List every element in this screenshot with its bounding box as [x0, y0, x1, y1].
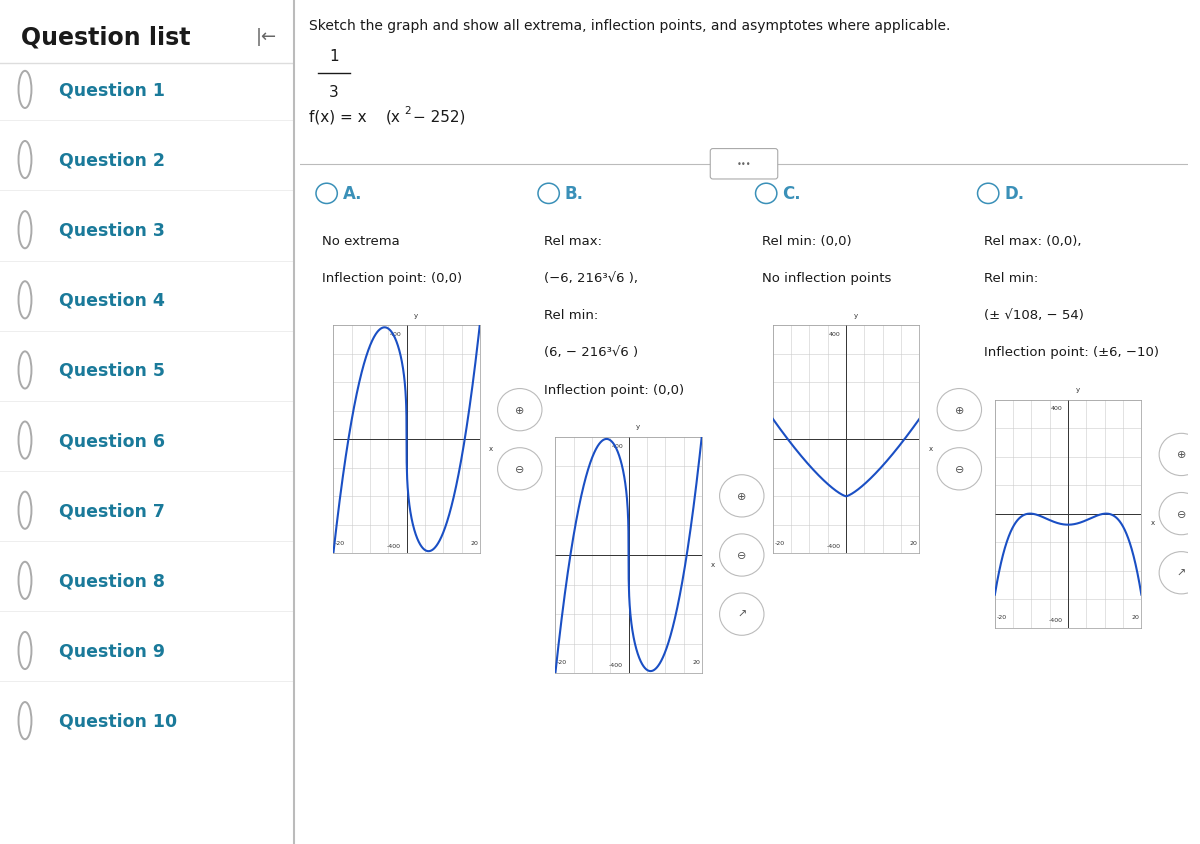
Text: -20: -20	[557, 660, 568, 665]
Text: A.: A.	[343, 185, 362, 203]
Circle shape	[1159, 434, 1200, 476]
Text: ⊕: ⊕	[737, 491, 746, 501]
Text: Rel min: (0,0): Rel min: (0,0)	[762, 235, 851, 247]
Circle shape	[498, 389, 542, 431]
Text: •••: •••	[737, 160, 751, 169]
Text: D.: D.	[1004, 185, 1025, 203]
Text: Question 7: Question 7	[59, 501, 164, 520]
Text: Question 10: Question 10	[59, 711, 176, 730]
Text: 20: 20	[692, 660, 700, 665]
Text: |←: |←	[256, 28, 277, 46]
Text: 400: 400	[389, 332, 401, 337]
Text: Sketch the graph and show all extrema, inflection points, and asymptotes where a: Sketch the graph and show all extrema, i…	[308, 19, 950, 33]
Text: -400: -400	[388, 543, 401, 548]
Text: -400: -400	[1049, 617, 1063, 622]
Text: Rel max: (0,0),: Rel max: (0,0),	[984, 235, 1081, 247]
Text: -20: -20	[335, 540, 346, 545]
Text: Rel min:: Rel min:	[984, 272, 1038, 284]
Text: − 252): − 252)	[413, 109, 466, 124]
Text: y: y	[1075, 387, 1080, 393]
Text: Question 4: Question 4	[59, 291, 164, 310]
Text: x: x	[1151, 520, 1154, 526]
Text: 3: 3	[329, 84, 338, 100]
Text: 400: 400	[829, 332, 841, 337]
Text: (± √108, − 54): (± √108, − 54)	[984, 309, 1084, 322]
Text: ⊖: ⊖	[737, 550, 746, 560]
Text: -20: -20	[997, 614, 1007, 619]
Circle shape	[720, 534, 764, 576]
Text: Question 9: Question 9	[59, 641, 164, 660]
Text: ⊕: ⊕	[515, 405, 524, 415]
Text: y: y	[414, 312, 418, 319]
Text: (6, − 216³√6 ): (6, − 216³√6 )	[545, 346, 638, 359]
Text: (x: (x	[386, 109, 401, 124]
Circle shape	[1159, 493, 1200, 535]
Text: Inflection point: (0,0): Inflection point: (0,0)	[545, 383, 684, 396]
Text: Rel min:: Rel min:	[545, 309, 599, 322]
Text: Question 1: Question 1	[59, 81, 164, 100]
Circle shape	[720, 593, 764, 636]
Text: C.: C.	[782, 185, 800, 203]
Text: -400: -400	[827, 543, 841, 548]
Text: x: x	[929, 446, 932, 452]
Text: B.: B.	[565, 185, 583, 203]
Text: 20: 20	[910, 540, 918, 545]
Circle shape	[1159, 552, 1200, 594]
Text: 400: 400	[1051, 406, 1063, 411]
Text: Question 8: Question 8	[59, 571, 164, 590]
Text: Inflection point: (±6, −10): Inflection point: (±6, −10)	[984, 346, 1159, 359]
Text: 1: 1	[329, 49, 338, 64]
Text: f(x) = x: f(x) = x	[308, 109, 366, 124]
Text: x: x	[488, 446, 493, 452]
Text: ⊕: ⊕	[955, 405, 964, 415]
Circle shape	[720, 475, 764, 517]
Text: Question 3: Question 3	[59, 221, 164, 240]
Text: 2: 2	[404, 106, 410, 116]
Text: ⊕: ⊕	[1177, 450, 1186, 460]
Text: Question 5: Question 5	[59, 361, 164, 380]
Text: Rel max:: Rel max:	[545, 235, 602, 247]
Text: (−6, 216³√6 ),: (−6, 216³√6 ),	[545, 272, 638, 284]
Text: ⊖: ⊖	[955, 464, 964, 474]
Text: y: y	[853, 312, 858, 319]
Text: ⊖: ⊖	[1177, 509, 1186, 519]
Text: No extrema: No extrema	[322, 235, 400, 247]
Text: Question list: Question list	[20, 25, 190, 49]
Text: y: y	[636, 424, 640, 430]
Text: -400: -400	[610, 663, 623, 668]
FancyBboxPatch shape	[710, 149, 778, 180]
Text: Question 6: Question 6	[59, 431, 164, 450]
Circle shape	[498, 448, 542, 490]
Circle shape	[937, 389, 982, 431]
Text: Question 2: Question 2	[59, 151, 164, 170]
Text: -20: -20	[775, 540, 785, 545]
Text: 400: 400	[611, 443, 623, 448]
Text: ⊖: ⊖	[515, 464, 524, 474]
Circle shape	[937, 448, 982, 490]
Text: ↗: ↗	[737, 609, 746, 619]
Text: x: x	[710, 561, 715, 567]
Text: No inflection points: No inflection points	[762, 272, 892, 284]
Text: Inflection point: (0,0): Inflection point: (0,0)	[322, 272, 462, 284]
Text: ↗: ↗	[1177, 568, 1186, 578]
Text: 20: 20	[470, 540, 478, 545]
Text: 20: 20	[1132, 614, 1140, 619]
